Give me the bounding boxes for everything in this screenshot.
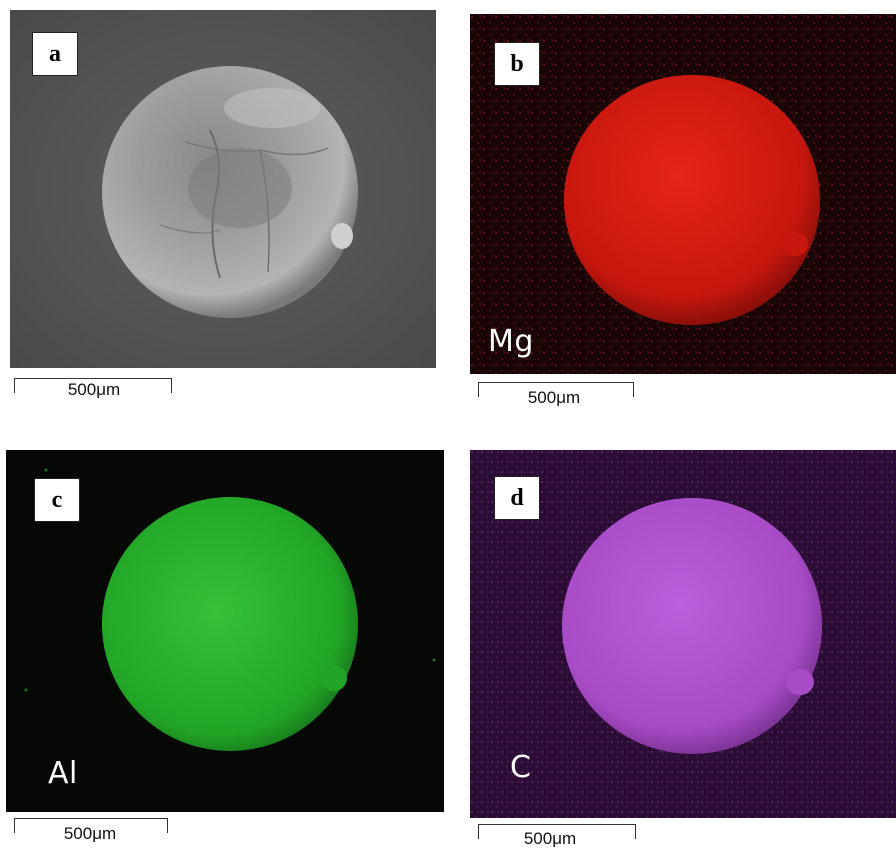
sem-particle-image xyxy=(10,10,436,368)
panel-d-c-map: d C xyxy=(470,450,896,818)
scale-label-a: 500μm xyxy=(67,380,121,399)
scale-label-d: 500μm xyxy=(523,829,577,848)
panel-label-a: a xyxy=(32,32,78,76)
scale-bar-b xyxy=(478,382,634,397)
panel-label-d: d xyxy=(494,476,540,520)
panel-label-c: c xyxy=(34,478,80,522)
element-label-al: Al xyxy=(48,756,78,791)
panel-b-mg-map: b Mg xyxy=(470,14,896,374)
element-label-c: C xyxy=(510,750,532,785)
scale-bar-a xyxy=(14,378,172,393)
element-label-mg: Mg xyxy=(488,324,534,359)
scale-label-b: 500μm xyxy=(527,388,581,407)
c-element-map xyxy=(470,450,896,818)
scale-bar-c xyxy=(14,818,168,833)
panel-c-al-map: c Al xyxy=(6,450,444,812)
scale-label-c: 500μm xyxy=(63,824,117,843)
mg-element-map xyxy=(470,14,896,374)
panel-a-sem-image: a xyxy=(10,10,436,368)
panel-label-b: b xyxy=(494,42,540,86)
scale-bar-d xyxy=(478,824,636,839)
